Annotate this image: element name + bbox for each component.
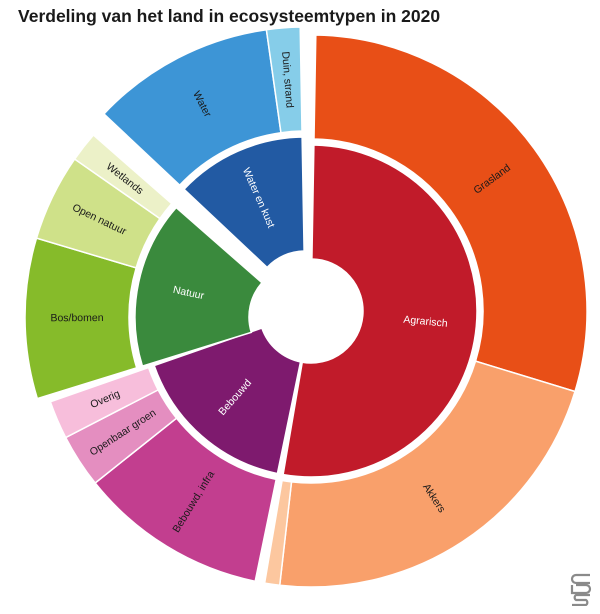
- inner-label-agrarisch: Agrarisch: [403, 314, 448, 330]
- outer-ring: [24, 26, 588, 588]
- inner-segment-bebouwd: [153, 327, 302, 475]
- outer-segment-wetlands: [73, 133, 173, 220]
- outer-segment-akkers: [278, 360, 576, 588]
- outer-label-duin-strand: Duin, strand: [279, 51, 295, 109]
- inner-ring: [134, 136, 478, 478]
- outer-segment-agrarisch-overig: [263, 479, 293, 587]
- chart-title: Verdeling van het land in ecosysteemtype…: [18, 6, 441, 26]
- outer-label-bos-bomen: Bos/bomen: [50, 312, 103, 324]
- inner-segment-natuur: [134, 206, 263, 368]
- inner-segment-agrarisch: [282, 144, 478, 478]
- outer-segment-duin-strand: [265, 26, 303, 134]
- outer-segment-grasland: [313, 34, 588, 393]
- inner-segment-water-en-kust: [183, 136, 305, 269]
- cbs-logo-icon: [570, 573, 592, 606]
- outer-segment-overig: [49, 366, 160, 439]
